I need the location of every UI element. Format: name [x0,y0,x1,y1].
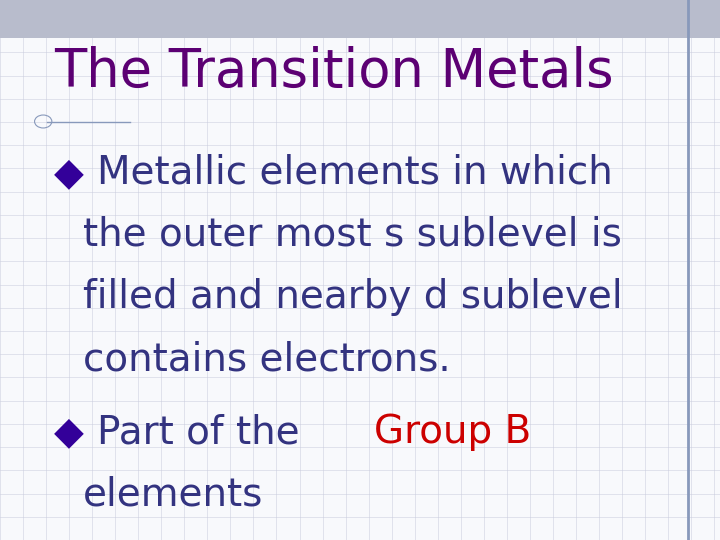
Text: Metallic elements in which: Metallic elements in which [97,154,613,192]
Text: ◆: ◆ [54,413,84,451]
Text: contains electrons.: contains electrons. [83,340,451,378]
FancyBboxPatch shape [0,0,720,38]
Text: Group B: Group B [374,413,531,451]
Text: the outer most s sublevel is: the outer most s sublevel is [83,216,621,254]
Text: Part of the: Part of the [97,413,312,451]
Text: filled and nearby d sublevel: filled and nearby d sublevel [83,278,622,316]
Text: The Transition Metals: The Transition Metals [54,46,613,98]
Text: elements: elements [83,475,264,513]
Text: ◆: ◆ [54,154,84,192]
